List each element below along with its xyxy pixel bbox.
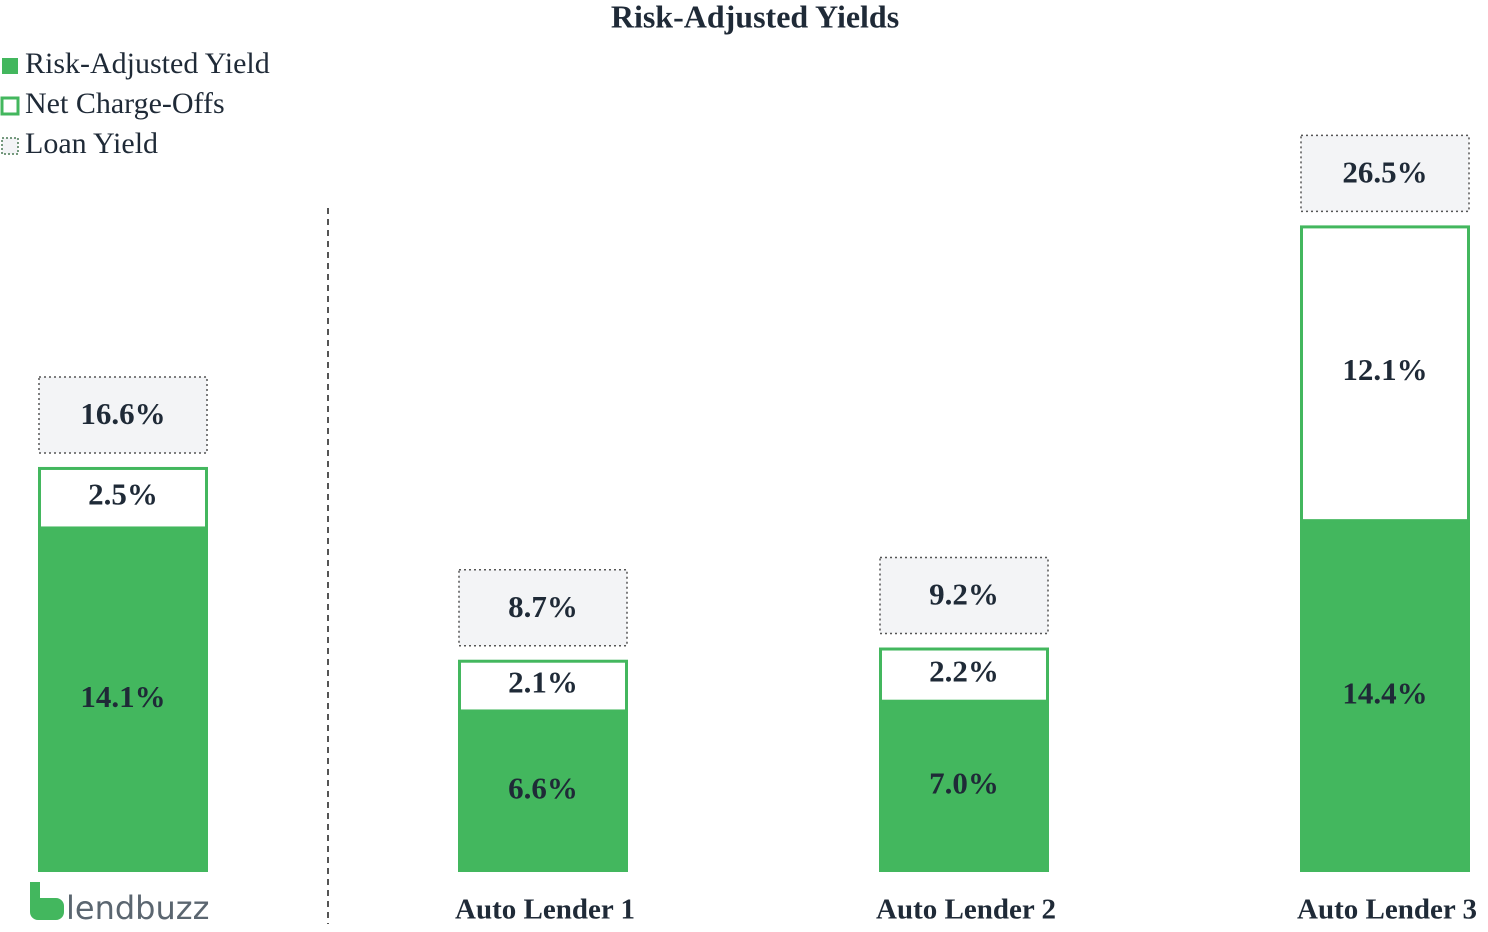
value-label: 2.5% — [88, 477, 158, 512]
legend-swatch — [2, 58, 18, 74]
total-box — [879, 556, 1049, 635]
value-label: 8.7% — [508, 589, 578, 624]
bar-segment — [1300, 520, 1470, 872]
x-tick-label: Auto Lender 3 — [1297, 894, 1477, 926]
total-box — [458, 568, 628, 647]
bar-segment — [1300, 225, 1470, 523]
value-label: 14.1% — [80, 679, 165, 714]
logo-text: lendbuzz — [66, 889, 209, 927]
legend-swatch — [0, 96, 20, 116]
total-box — [38, 376, 208, 454]
value-label: 26.5% — [1342, 155, 1427, 190]
total-box — [1300, 134, 1470, 213]
value-label: 7.0% — [929, 766, 999, 801]
value-label: 16.6% — [80, 396, 165, 431]
bar-segment — [879, 647, 1049, 703]
value-label: 2.1% — [508, 664, 578, 699]
logo-icon — [30, 882, 64, 920]
x-tick-label: Auto Lender 1 — [455, 894, 635, 926]
bar-segment — [458, 710, 628, 872]
value-label: 6.6% — [508, 771, 578, 806]
value-label: 9.2% — [929, 577, 999, 612]
legend-swatch — [1, 137, 19, 155]
bar-segment — [38, 466, 208, 530]
value-label: 12.1% — [1342, 352, 1427, 387]
legend-label: Net Charge-Offs — [25, 87, 225, 120]
chart-title: Risk-Adjusted Yields — [611, 0, 899, 34]
bar-segment — [879, 701, 1049, 872]
value-label: 14.4% — [1342, 675, 1427, 710]
value-label: 2.2% — [929, 653, 999, 688]
bar-segment — [458, 659, 628, 713]
x-tick-label: Auto Lender 2 — [876, 894, 1056, 926]
legend-label: Risk-Adjusted Yield — [25, 47, 270, 80]
bar-segment — [38, 527, 208, 872]
legend-label: Loan Yield — [25, 127, 158, 160]
